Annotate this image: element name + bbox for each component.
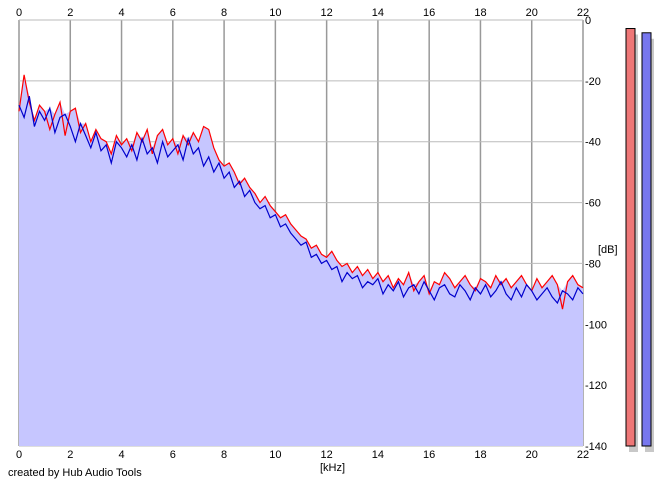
- x-tick-label-top: 2: [67, 7, 73, 19]
- y-tick-label: -80: [585, 258, 601, 270]
- x-tick-label-top: 16: [423, 7, 435, 19]
- spectrum-area: [19, 74, 583, 447]
- x-tick-label-top: 6: [170, 7, 176, 19]
- x-ticks-bottom: 0 2 4 6 8 10 12 14 16 18 20 22: [16, 449, 589, 461]
- x-axis-label: [kHz]: [320, 462, 345, 474]
- x-tick-label-top: 4: [118, 7, 124, 19]
- x-tick-label-top: 22: [577, 7, 589, 19]
- y-ticks: 0 -20 -40 -60 -80 -100 -120 -140: [585, 15, 607, 453]
- y-tick-label: -140: [585, 441, 607, 453]
- x-tick-label-top: 14: [372, 7, 384, 19]
- y-tick-label: -60: [585, 198, 601, 210]
- x-tick-label-top: 10: [269, 7, 281, 19]
- spectrum-fill: [19, 74, 583, 447]
- x-tick-label-top: 8: [221, 7, 227, 19]
- y-tick-label: -100: [585, 319, 607, 331]
- x-tick-label-bottom: 12: [321, 449, 333, 461]
- series-line-1: [18, 74, 584, 310]
- y-tick-label: -120: [585, 380, 607, 392]
- x-tick-label-bottom: 16: [423, 449, 435, 461]
- level-meters: [625, 28, 654, 453]
- x-tick-label-bottom: 20: [526, 449, 538, 461]
- y-tick-label: 0: [585, 15, 591, 27]
- credit-text: created by Hub Audio Tools: [8, 467, 142, 479]
- level-meter-2: [641, 32, 652, 447]
- x-tick-label-top: 18: [474, 7, 486, 19]
- x-tick-label-bottom: 8: [221, 449, 227, 461]
- x-tick-label-top: 0: [16, 7, 22, 19]
- x-ticks-top: 0 2 4 6 8 10 12 14 16 18 20 22: [16, 7, 589, 19]
- y-axis-label: [dB]: [598, 244, 618, 256]
- x-tick-label-bottom: 18: [474, 449, 486, 461]
- x-tick-label-bottom: 14: [372, 449, 384, 461]
- level-meter-1: [625, 28, 636, 447]
- y-tick-label: -20: [585, 76, 601, 88]
- x-tick-label-bottom: 10: [269, 449, 281, 461]
- series-line-2: [18, 95, 584, 305]
- x-tick-label-top: 20: [526, 7, 538, 19]
- x-tick-label-top: 12: [321, 7, 333, 19]
- x-tick-label-bottom: 22: [577, 449, 589, 461]
- x-tick-label-bottom: 2: [67, 449, 73, 461]
- x-tick-label-bottom: 4: [118, 449, 124, 461]
- series-layer: [18, 74, 584, 310]
- x-tick-label-bottom: 0: [16, 449, 22, 461]
- y-tick-label: -40: [585, 137, 601, 149]
- x-tick-label-bottom: 6: [170, 449, 176, 461]
